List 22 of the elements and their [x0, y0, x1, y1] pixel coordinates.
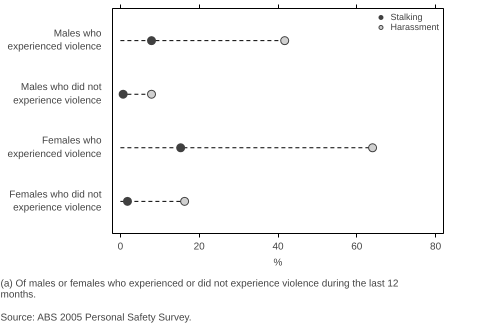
text: (a) Of males or females who experienced or did not experience violence during the last 12 months. [0, 278, 399, 300]
point [122, 196, 132, 206]
y-tick-label: Males who experienced violence [8, 28, 102, 53]
x-tick-label: 40 [272, 242, 284, 252]
source-note: Source: ABS 2005 Personal Safety Survey. [0, 312, 192, 324]
point [147, 36, 156, 46]
point [118, 90, 128, 99]
point [280, 36, 290, 46]
legend-label: Harassment [390, 22, 439, 32]
x-axis-title: % [274, 258, 283, 268]
point [147, 90, 156, 99]
point [368, 143, 378, 152]
y-tick-label: Females who experienced violence [8, 136, 102, 160]
y-tick-label: Males who did not experience violence [13, 82, 102, 106]
point [176, 143, 186, 152]
point [180, 196, 190, 206]
x-tick-label: 60 [351, 242, 363, 252]
x-tick-label: 20 [194, 242, 206, 252]
y-tick-label: Females who did not experience violence [9, 189, 102, 214]
x-tick-label: 0 [118, 242, 124, 252]
legend-label: Stalking [390, 12, 423, 22]
x-tick-label: 80 [430, 242, 442, 252]
